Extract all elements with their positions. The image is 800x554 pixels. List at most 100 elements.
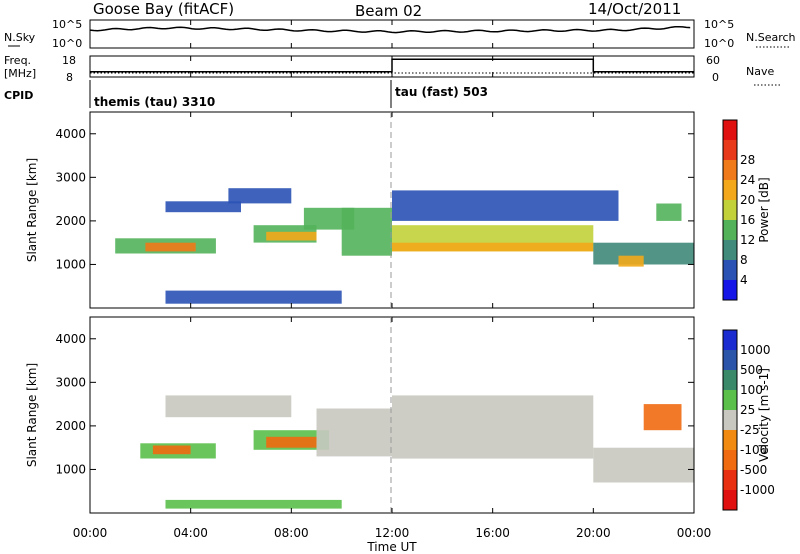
power-colorbar-cell [723, 280, 737, 300]
velocity-region [165, 499, 342, 509]
velocity-region [643, 404, 682, 431]
power-colorbar-tick: 20 [740, 193, 755, 207]
power-colorbar-tick: 28 [740, 153, 755, 167]
beam-title: Beam 02 [355, 2, 422, 20]
power-colorbar-tick: 8 [740, 253, 748, 267]
velocity-colorbar-tick: -500 [740, 463, 767, 477]
velocity-colorbar-tick: -1000 [740, 483, 775, 497]
velocity-colorbar-cell [723, 490, 737, 510]
velocity-colorbar-label: Velocity [m s-1] [757, 368, 771, 462]
power-ytick-label: 4000 [55, 127, 86, 141]
velocity-colorbar-tick: 1000 [740, 343, 771, 357]
velocity-region [316, 408, 392, 457]
velocity-colorbar-cell [723, 390, 737, 410]
velocity-colorbar-tick: 100 [740, 383, 763, 397]
power-colorbar-tick: 16 [740, 213, 755, 227]
velocity-region [165, 395, 292, 418]
x-tick-label: 12:00 [375, 526, 410, 540]
power-region [593, 242, 694, 265]
velocity-colorbar: 1000 500 100 25 -25 -100 -500 -1000 [722, 329, 775, 511]
power-colorbar-cell [723, 220, 737, 240]
velocity-region [392, 395, 594, 459]
power-region [165, 290, 342, 304]
power-ytick-label: 2000 [55, 214, 86, 228]
velocity-colorbar-cell [723, 350, 737, 370]
power-region [165, 201, 241, 213]
power-y-ticks: 1000 2000 3000 4000 [55, 127, 694, 271]
power-colorbar-tick: 24 [740, 173, 755, 187]
power-region [392, 190, 619, 221]
velocity-colorbar-frame [722, 329, 738, 511]
velocity-colorbar-tick: 25 [740, 403, 755, 417]
radar-title: Goose Bay (fitACF) [93, 0, 234, 18]
freq-left-tick-top: 18 [62, 54, 76, 67]
noise-left-tick-top: 10^5 [52, 18, 82, 31]
velocity-region [593, 447, 694, 483]
noise-right-tick-bottom: 10^0 [704, 37, 734, 50]
cpid-mode-2: tau (fast) 503 [395, 85, 488, 99]
velocity-colorbar-cell [723, 330, 737, 350]
x-tick-label: 20:00 [576, 526, 611, 540]
x-tick-label: 04:00 [173, 526, 208, 540]
power-colorbar-cell [723, 120, 737, 140]
velocity-ytick-label: 3000 [55, 375, 86, 389]
velocity-region [152, 445, 191, 455]
power-colorbar-cell [723, 200, 737, 220]
x-tick-label: 00:00 [73, 526, 108, 540]
date-title: 14/Oct/2011 [588, 0, 681, 18]
freq-series [90, 58, 694, 74]
power-region [392, 242, 594, 252]
velocity-data [140, 395, 694, 509]
noise-right-label: N.Search [746, 31, 796, 44]
power-region [341, 207, 392, 256]
velocity-colorbar-tick: -100 [740, 443, 767, 457]
velocity-colorbar-cell [723, 370, 737, 390]
power-region [303, 207, 355, 230]
power-region [145, 242, 196, 252]
freq-right-label: Nave [746, 65, 774, 78]
power-colorbar-cell [723, 180, 737, 200]
noise-sky-line [89, 25, 691, 34]
velocity-colorbar-tick: 500 [740, 363, 763, 377]
velocity-colorbar-cell [723, 470, 737, 490]
velocity-colorbar-cell [723, 450, 737, 470]
power-colorbar-cell [723, 160, 737, 180]
power-colorbar-frame [722, 119, 738, 301]
power-region [656, 203, 682, 221]
velocity-region [266, 436, 317, 448]
velocity-ytick-label: 1000 [55, 462, 86, 476]
power-y-label: Slant Range [km] [25, 158, 39, 262]
velocity-colorbar-cell [723, 410, 737, 430]
x-tick-label: 08:00 [274, 526, 309, 540]
power-colorbar-tick: 4 [740, 273, 748, 287]
freq-left-tick-bottom: 8 [66, 71, 73, 84]
velocity-y-label: Slant Range [km] [25, 363, 39, 467]
power-colorbar-cell [723, 240, 737, 260]
noise-left-tick-bottom: 10^0 [52, 37, 82, 50]
power-region [618, 255, 644, 267]
power-ytick-label: 3000 [55, 170, 86, 184]
velocity-colorbar-tick: -25 [740, 423, 760, 437]
noise-left-label: N.Sky [4, 31, 36, 44]
x-axis-label: Time UT [366, 540, 417, 554]
power-colorbar-tick: 12 [740, 233, 755, 247]
noise-right-tick-top: 10^5 [704, 18, 734, 31]
noise-sky-series [89, 25, 691, 34]
velocity-y-ticks: 1000 2000 3000 4000 [55, 332, 694, 476]
freq-left-label-2: [MHz] [4, 67, 36, 80]
power-colorbar: 4 8 12 16 20 24 28 [722, 119, 755, 301]
velocity-ytick-label: 2000 [55, 419, 86, 433]
cpid-label: CPID [4, 89, 33, 102]
freq-right-tick-bottom: 0 [712, 71, 719, 84]
power-colorbar-cell [723, 140, 737, 160]
velocity-colorbar-cell [723, 430, 737, 450]
freq-right-tick-top: 60 [706, 54, 720, 67]
power-region [228, 188, 292, 204]
time-x-ticks: 00:00 04:00 08:00 12:00 16:00 20:00 00:00 [73, 20, 712, 540]
x-tick-label: 00:00 [677, 526, 712, 540]
power-region [266, 231, 317, 241]
power-colorbar-label: Power [dB] [757, 177, 771, 242]
cpid-mode-1: themis (tau) 3310 [94, 95, 215, 109]
power-colorbar-cell [723, 260, 737, 280]
x-tick-label: 16:00 [475, 526, 510, 540]
